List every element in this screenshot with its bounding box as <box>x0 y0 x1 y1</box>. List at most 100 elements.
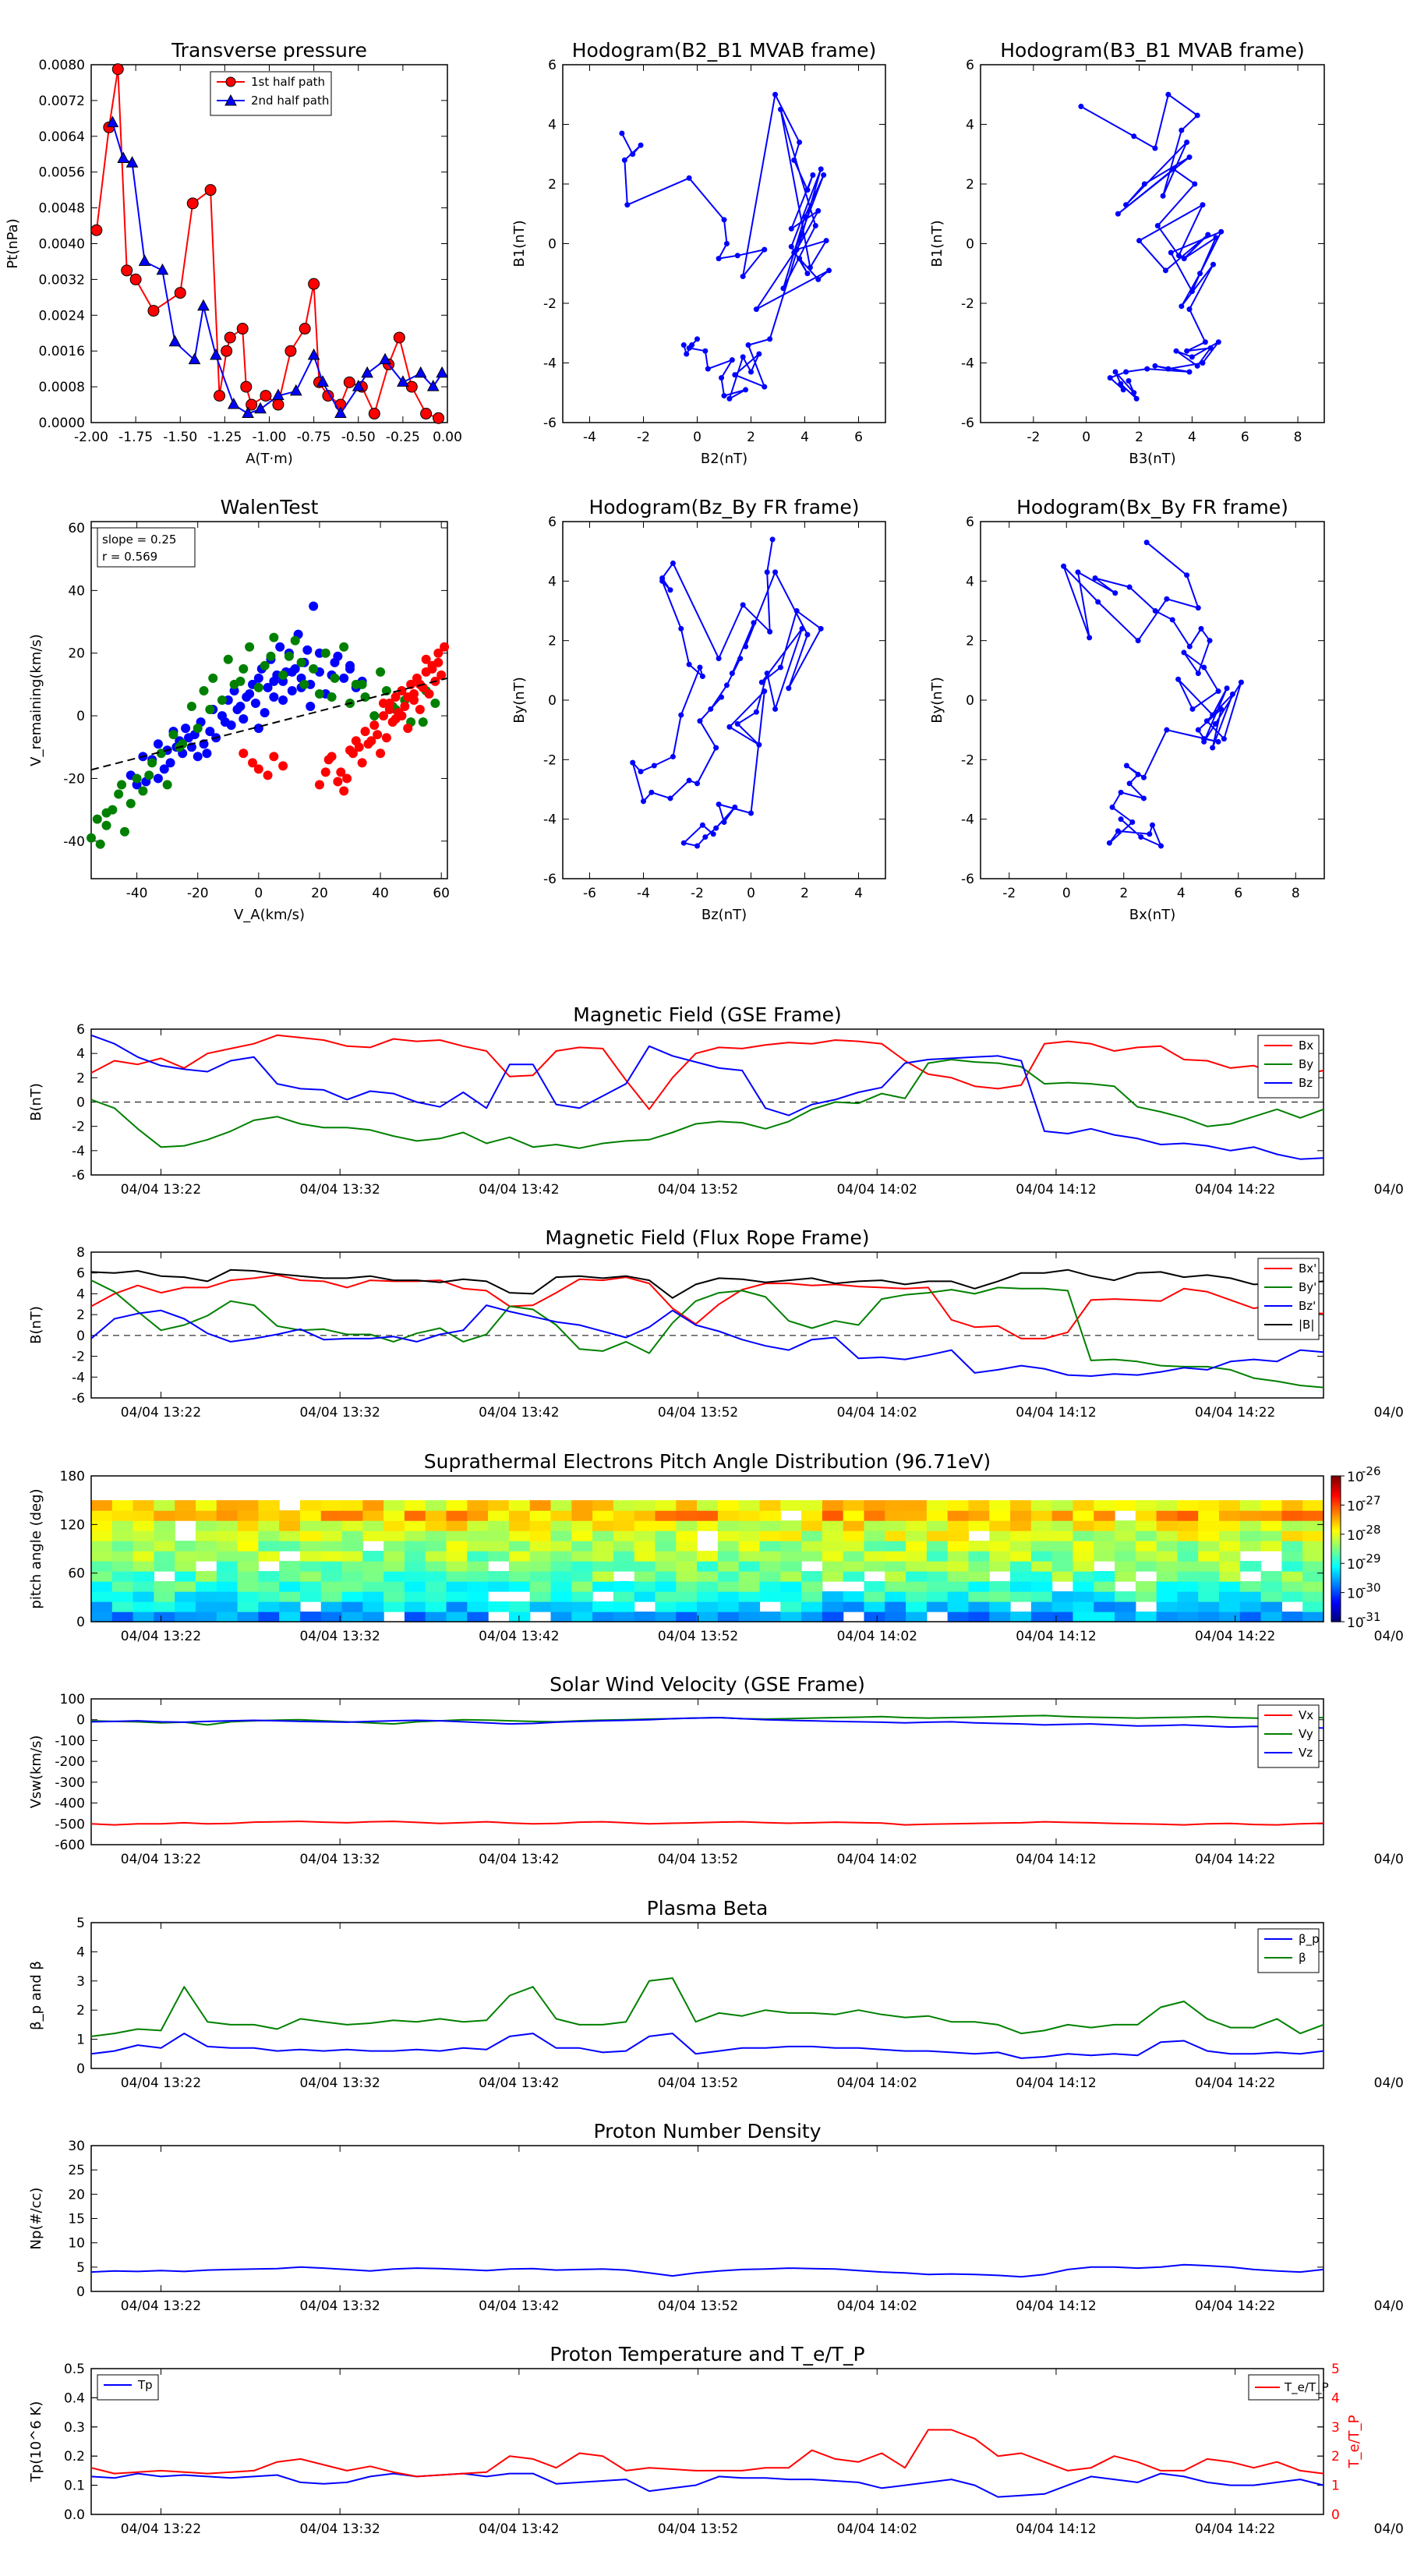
heatmap-cell <box>571 1541 593 1552</box>
heatmap-cell <box>843 1510 865 1521</box>
data-point <box>242 406 254 419</box>
heatmap-cell <box>1239 1561 1262 1572</box>
x-axis-label: Bx(nT) <box>1129 907 1175 923</box>
heatmap-cell <box>1302 1591 1324 1602</box>
legend-label: T_e/T_P <box>1284 2380 1329 2395</box>
y-tick-label: 0.0008 <box>39 380 85 395</box>
scatter-point <box>92 814 102 824</box>
colorbar-segment <box>1331 1587 1341 1591</box>
colorbar-base: 10 <box>1347 1499 1364 1514</box>
hodogram-point <box>1189 288 1195 295</box>
heatmap-cell <box>404 1601 426 1612</box>
y-tick-label: -6 <box>543 416 557 431</box>
heatmap-cell <box>906 1571 928 1582</box>
hodogram-point <box>1061 563 1067 569</box>
heatmap-cell <box>550 1581 572 1592</box>
data-point <box>284 345 297 357</box>
heatmap-cell <box>341 1551 363 1562</box>
x-tick-label: 4 <box>854 886 863 901</box>
heatmap-cell <box>1094 1612 1115 1622</box>
heatmap-cell <box>613 1601 635 1612</box>
scatter-point <box>376 748 386 759</box>
heatmap-cell <box>926 1581 949 1592</box>
scatter-point <box>378 711 388 721</box>
heatmap-cell <box>780 1541 802 1552</box>
y-tick-label: 0.4 <box>64 2390 85 2406</box>
scatter-point <box>299 679 309 689</box>
hodogram-point <box>1109 804 1115 810</box>
y-tick-label: 8 <box>76 1245 85 1261</box>
x-tick-label: 04/04 14:12 <box>1016 2521 1096 2537</box>
hodogram-point <box>686 661 692 667</box>
y-tick-label: 0.0056 <box>39 165 85 181</box>
colorbar-segment <box>1331 1541 1341 1545</box>
pitch-angle-heatmap: 0 60 120 180 Suprathermal Electrons Pitch An… <box>28 1450 1403 1644</box>
scatter-point <box>354 742 364 752</box>
heatmap-cell <box>947 1541 970 1552</box>
heatmap-cell <box>175 1561 196 1572</box>
timeseries-chart-9: -600 -500 -400 -300 -200 -100 0 100 Solar Wind V… <box>28 1673 1403 1867</box>
colorbar-exponent: -28 <box>1362 1523 1381 1537</box>
heatmap-cell <box>1073 1510 1094 1521</box>
heatmap-cell <box>508 1500 531 1511</box>
x-tick-label: 04/04 13:22 <box>121 1405 201 1421</box>
colorbar-frame <box>1331 1475 1341 1622</box>
colorbar-segment <box>1331 1566 1341 1569</box>
heatmap-cell <box>864 1561 885 1572</box>
heatmap-cell <box>299 1571 322 1582</box>
heatmap-cell <box>1115 1541 1136 1552</box>
scatter-point <box>245 642 255 652</box>
heatmap-cell <box>1030 1551 1053 1562</box>
colorbar-exponent: -29 <box>1362 1552 1381 1566</box>
scatter-point <box>260 708 270 718</box>
heatmap-cell <box>404 1500 426 1511</box>
heatmap-cell <box>1010 1591 1032 1602</box>
hodogram-path <box>631 539 822 847</box>
x-tick-label: 04/04 14:32 <box>1374 2075 1403 2091</box>
heatmap-cell <box>154 1541 175 1552</box>
hodogram-point <box>1168 249 1174 256</box>
hodogram-point <box>713 745 719 751</box>
colorbar-segment <box>1331 1516 1341 1520</box>
hodogram-point <box>1195 671 1201 677</box>
hodogram-point <box>716 656 722 662</box>
colorbar-segment <box>1331 1609 1341 1613</box>
hodogram-point <box>638 769 644 775</box>
heatmap-cell <box>801 1551 823 1562</box>
scatter-point <box>260 660 270 671</box>
scatter-point <box>156 748 166 759</box>
scatter-point <box>424 688 434 699</box>
scatter-point <box>336 767 346 777</box>
scatter-point <box>403 724 413 734</box>
data-point <box>168 334 182 347</box>
heatmap-cell <box>697 1591 719 1602</box>
heatmap-cell <box>404 1561 426 1572</box>
hodogram-point <box>1075 569 1081 575</box>
heatmap-cell <box>488 1510 510 1521</box>
scatter-point <box>433 648 444 658</box>
heatmap-cell <box>1302 1581 1324 1592</box>
colorbar-segment <box>1331 1520 1341 1523</box>
heatmap-cell <box>1051 1500 1074 1511</box>
y-tick-label: 6 <box>966 515 974 530</box>
heatmap-cell <box>885 1500 906 1511</box>
heatmap-cell <box>968 1561 990 1572</box>
scatter-point <box>250 699 260 709</box>
x-tick-label: -1.00 <box>253 430 287 445</box>
hodogram-point <box>1198 625 1204 632</box>
heatmap-cell <box>1010 1612 1032 1622</box>
hodogram-point <box>1186 369 1193 375</box>
heatmap-cell <box>634 1561 656 1572</box>
colorbar-segment <box>1331 1527 1341 1530</box>
heatmap-cell <box>467 1500 489 1511</box>
hodogram-point <box>1210 745 1216 751</box>
hodogram-point <box>777 664 783 671</box>
heatmap-cell <box>1030 1530 1053 1541</box>
annotation-box <box>97 527 196 568</box>
colorbar-segment <box>1331 1548 1341 1552</box>
heatmap-cell <box>1260 1581 1283 1592</box>
heatmap-cell <box>508 1581 531 1592</box>
colorbar-segment <box>1331 1563 1341 1566</box>
heatmap-cell <box>885 1612 906 1622</box>
heatmap-cell <box>216 1612 239 1622</box>
